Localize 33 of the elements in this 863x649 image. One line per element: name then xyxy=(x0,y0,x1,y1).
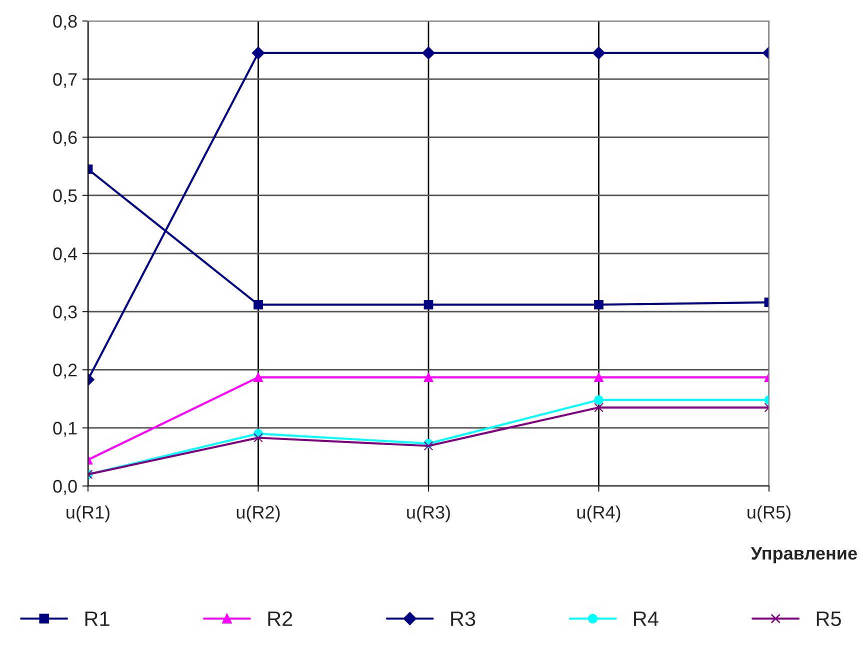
legend-label: R5 xyxy=(816,612,841,626)
point xyxy=(594,402,604,412)
point xyxy=(422,46,435,60)
point xyxy=(424,300,434,310)
x-tick-label: u(R1) xyxy=(66,505,110,522)
point xyxy=(424,372,434,382)
x-tick-label: u(R5) xyxy=(748,505,790,522)
point xyxy=(254,433,263,442)
y-tick-label: 0,1 xyxy=(53,422,77,437)
point xyxy=(594,395,604,405)
point xyxy=(592,46,606,60)
legend-label: R2 xyxy=(268,611,292,626)
point xyxy=(254,372,263,382)
point xyxy=(594,300,604,310)
y-tick-label: 0,2 xyxy=(53,364,77,379)
y-tick-label: 0,7 xyxy=(53,73,77,88)
y-tick-label: 0,3 xyxy=(53,306,77,320)
x-tick-label: u(R4) xyxy=(577,505,620,522)
legend-label: R3 xyxy=(451,611,476,626)
point xyxy=(252,46,265,60)
legend-label: R1 xyxy=(85,612,110,626)
y-tick-label: 0,8 xyxy=(53,14,77,30)
x-axis-title: Управление xyxy=(750,547,857,564)
x-tick-label: u(R2) xyxy=(236,505,280,522)
y-tick-label: 0,0 xyxy=(53,480,77,495)
y-tick-label: 0,5 xyxy=(53,189,77,204)
point xyxy=(254,300,263,310)
point xyxy=(424,441,434,451)
y-tick-label: 0,6 xyxy=(53,131,77,146)
legend-label: R4 xyxy=(634,612,658,626)
point xyxy=(594,372,604,382)
y-tick-label: 0,4 xyxy=(53,247,78,262)
x-tick-label: u(R3) xyxy=(407,505,450,522)
